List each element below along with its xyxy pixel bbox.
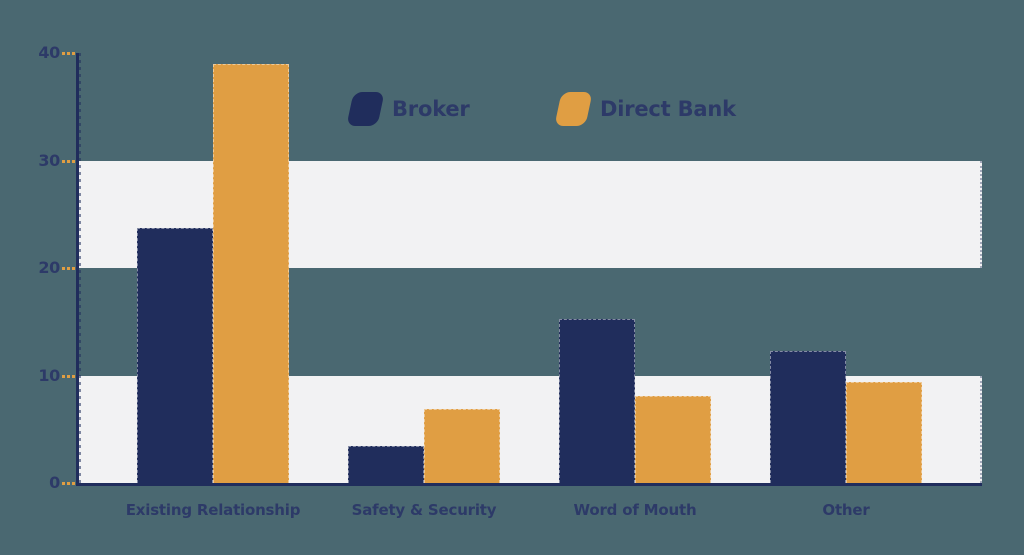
bar-direct-bank-other [846,381,922,483]
y-tick-label-30: 30 [38,150,60,170]
bar-direct-bank-safety-security [424,408,500,483]
bar-broker-word-of-mouth [559,318,635,483]
y-tick-label-10: 10 [38,365,60,385]
y-axis-line [76,53,79,486]
legend-label-broker: Broker [392,97,470,121]
bar-direct-bank-word-of-mouth [635,395,711,483]
legend-item-broker: Broker [346,90,470,128]
bar-broker-other [770,350,846,483]
category-label-existing-relationship: Existing Relationship [125,501,301,519]
y-tick-label-0: 0 [49,473,60,492]
legend-label-direct-bank: Direct Bank [600,97,736,121]
bar-direct-bank-existing-relationship [213,63,289,483]
y-tick-20 [62,267,77,270]
category-label-safety-security: Safety & Security [351,501,497,519]
y-tick-0 [62,482,77,485]
y-tick-label-20: 20 [38,258,60,277]
legend-item-direct-bank: Direct Bank [554,90,736,128]
bar-broker-safety-security [348,446,424,483]
bar-broker-existing-relationship [137,228,213,483]
legend-swatch-broker [346,92,385,126]
y-tick-label-40: 40 [38,43,60,62]
y-axis-minor-ticks [79,53,81,483]
y-tick-30 [62,159,77,163]
y-tick-10 [62,374,77,378]
legend-swatch-direct-bank [554,92,593,126]
category-label-other: Other [822,501,870,519]
category-label-word-of-mouth: Word of Mouth [573,501,697,519]
x-axis-line [76,483,982,486]
y-tick-40 [62,52,77,55]
